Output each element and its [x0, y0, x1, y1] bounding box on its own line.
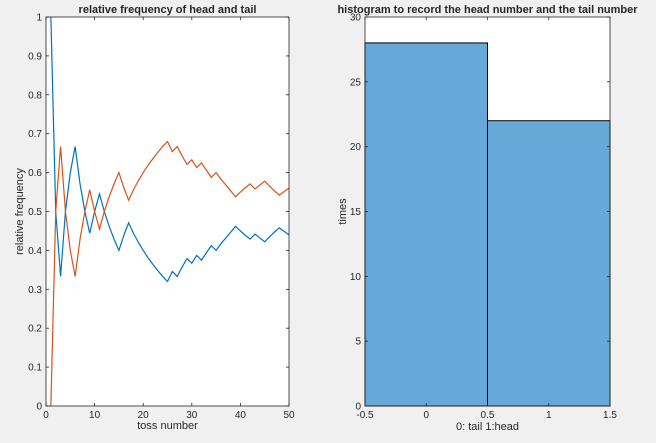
- y-tick-label: 0.7: [28, 129, 42, 140]
- series-line-1: [50, 16, 290, 283]
- histogram-bar-2: [487, 120, 611, 407]
- y-tick-label: 0.8: [28, 90, 42, 101]
- axis-ticks: 0 10 20 30 40 50 0 0.1 0.2 0.3 0.4 0.5 0.6 0.7 0.8 0.9 1: [28, 13, 295, 422]
- histogram-bars-group: [364, 42, 611, 407]
- x-tick-label: 0: [43, 410, 49, 421]
- y-tick-label: 1: [36, 13, 42, 24]
- x-axis-label: 0: tail 1:head: [456, 421, 519, 433]
- x-tick-label: 20: [138, 410, 150, 421]
- y-axis-label: times: [337, 198, 349, 225]
- series-line-2: [50, 140, 290, 407]
- x-tick-label: 10: [89, 410, 101, 421]
- x-tick-label: 0.5: [481, 410, 495, 421]
- y-tick-label: 5: [355, 337, 361, 348]
- x-tick-label: 40: [235, 410, 247, 421]
- y-tick-label: 0.3: [28, 285, 42, 296]
- axes-box: [364, 16, 611, 407]
- x-tick-label: 0: [423, 410, 429, 421]
- axes-box: [45, 16, 290, 407]
- y-tick-label: 0: [355, 402, 361, 413]
- y-tick-label: 0.6: [28, 168, 42, 179]
- x-tick-label: 1: [546, 410, 552, 421]
- line-plot-axes: 0 10 20 30 40 50 0 0.1 0.2 0.3 0.4 0.5 0.6 0.7 0.8 0.9 1…: [14, 4, 295, 432]
- y-axis-label: relative frequency: [14, 168, 26, 255]
- y-tick-label: 20: [350, 142, 362, 153]
- chart-title: histogram to record the head number and …: [337, 4, 638, 16]
- x-axis-label: toss number: [137, 420, 198, 432]
- y-tick-label: 25: [350, 77, 362, 88]
- y-tick-label: 0.9: [28, 51, 42, 62]
- x-tick-label: 50: [283, 410, 295, 421]
- plot-area: [46, 17, 289, 406]
- y-tick-label: 0.2: [28, 324, 42, 335]
- y-tick-label: 10: [350, 272, 362, 283]
- x-tick-label: -0.5: [356, 410, 374, 421]
- histogram-bar-1: [364, 42, 488, 407]
- y-tick-label: 15: [350, 207, 362, 218]
- chart-title: relative frequency of head and tail: [79, 4, 257, 16]
- y-tick-label: 0.4: [28, 246, 42, 257]
- x-tick-label: 1.5: [603, 410, 617, 421]
- y-tick-label: 30: [350, 13, 362, 24]
- line-series-group: [50, 16, 290, 407]
- y-tick-label: 0.1: [28, 363, 42, 374]
- y-tick-label: 0: [36, 402, 42, 413]
- x-tick-label: 30: [186, 410, 198, 421]
- y-tick-label: 0.5: [28, 207, 42, 218]
